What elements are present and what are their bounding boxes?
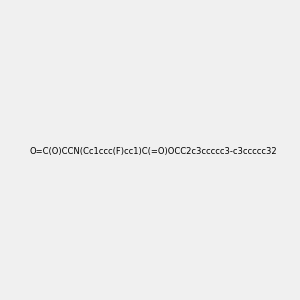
Text: O=C(O)CCN(Cc1ccc(F)cc1)C(=O)OCC2c3ccccc3-c3ccccc32: O=C(O)CCN(Cc1ccc(F)cc1)C(=O)OCC2c3ccccc3… — [30, 147, 278, 156]
